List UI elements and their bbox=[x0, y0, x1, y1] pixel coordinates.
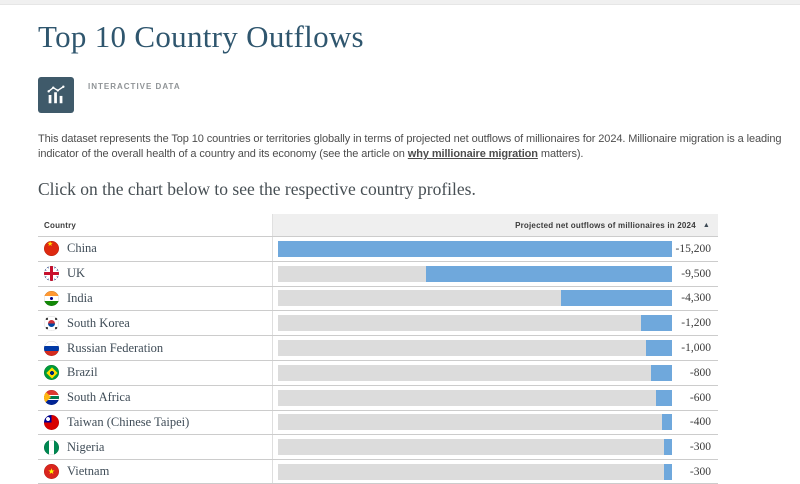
value-cell: -300 bbox=[272, 460, 718, 483]
country-row[interactable]: South Korea -1,200 bbox=[38, 310, 718, 336]
country-flag-icon bbox=[44, 266, 59, 282]
bar-value-label: -15,200 bbox=[675, 242, 711, 255]
country-row[interactable]: UK -9,500 bbox=[38, 260, 718, 286]
bar-track bbox=[278, 315, 672, 332]
page-top-strip bbox=[0, 0, 800, 5]
bar-track bbox=[278, 463, 672, 480]
country-label: Taiwan (Chinese Taipei) bbox=[67, 414, 190, 429]
page-title: Top 10 Country Outflows bbox=[38, 19, 364, 54]
value-cell: -1,200 bbox=[272, 311, 718, 336]
country-row[interactable]: South Africa -600 bbox=[38, 384, 718, 410]
country-label: India bbox=[67, 290, 93, 305]
value-cell: -400 bbox=[272, 410, 718, 435]
country-row[interactable]: Brazil -800 bbox=[38, 359, 718, 385]
bar-value-label: -1,000 bbox=[681, 342, 711, 355]
country-flag-icon bbox=[44, 414, 59, 430]
bar-value-label: -800 bbox=[689, 366, 711, 379]
chart-instruction-heading: Click on the chart below to see the resp… bbox=[38, 179, 476, 199]
country-flag-icon bbox=[44, 290, 59, 306]
badge-label: INTERACTIVE DATA bbox=[88, 82, 181, 91]
country-row[interactable]: India -4,300 bbox=[38, 285, 718, 311]
value-cell: -9,500 bbox=[272, 261, 718, 286]
country-row[interactable]: Nigeria -300 bbox=[38, 434, 718, 460]
table-body: China -15,200 UK -9,500 India bbox=[38, 236, 718, 484]
country-cell: China bbox=[38, 237, 272, 261]
outflow-chart-table: Country Projected net outflows of millio… bbox=[38, 214, 718, 484]
country-label: Russian Federation bbox=[67, 340, 164, 355]
country-cell: India bbox=[38, 287, 272, 311]
country-label: UK bbox=[67, 266, 86, 281]
country-cell: Russian Federation bbox=[38, 336, 272, 360]
bar-track bbox=[278, 240, 672, 257]
bar-fill bbox=[646, 340, 672, 357]
bar-fill bbox=[640, 315, 672, 332]
value-cell: -1,000 bbox=[272, 336, 718, 360]
bar-value-label: -9,500 bbox=[681, 267, 711, 280]
intro-paragraph: This dataset represents the Top 10 count… bbox=[38, 132, 792, 162]
country-row[interactable]: Taiwan (Chinese Taipei) -400 bbox=[38, 409, 718, 435]
value-cell: -300 bbox=[272, 435, 718, 460]
bar-fill bbox=[664, 439, 672, 456]
bar-fill bbox=[278, 240, 672, 257]
bar-track bbox=[278, 439, 672, 456]
bar-value-label: -1,200 bbox=[681, 317, 711, 330]
country-flag-icon bbox=[44, 315, 59, 331]
bar-fill bbox=[651, 364, 672, 381]
bar-value-label: -400 bbox=[689, 416, 711, 429]
bar-value-label: -4,300 bbox=[681, 292, 711, 305]
country-flag-icon bbox=[44, 365, 59, 381]
bar-track bbox=[278, 389, 672, 406]
value-cell: -800 bbox=[272, 360, 718, 385]
intro-text-before: This dataset represents the Top 10 count… bbox=[38, 133, 782, 160]
main-content: Top 10 Country Outflows INTERACTIVE DATA… bbox=[0, 18, 800, 484]
table-header-row: Country Projected net outflows of millio… bbox=[38, 214, 718, 236]
bar-fill bbox=[425, 265, 672, 282]
millionaire-migration-link[interactable]: why millionaire migration bbox=[407, 148, 538, 160]
value-cell: -4,300 bbox=[272, 286, 718, 311]
country-flag-icon bbox=[44, 464, 59, 480]
bar-value-label: -600 bbox=[689, 391, 711, 404]
country-label: South Africa bbox=[67, 390, 131, 405]
column-header-country: Country bbox=[44, 220, 77, 230]
country-flag-icon bbox=[44, 439, 59, 455]
bar-chart-icon bbox=[38, 77, 74, 113]
country-cell: South Africa bbox=[38, 386, 272, 410]
bar-fill bbox=[661, 414, 672, 431]
bar-track bbox=[278, 265, 672, 282]
bar-value-label: -300 bbox=[689, 441, 711, 454]
country-cell: Taiwan (Chinese Taipei) bbox=[38, 411, 272, 435]
value-cell: -600 bbox=[272, 385, 718, 410]
bar-fill bbox=[656, 389, 672, 406]
country-flag-icon bbox=[44, 340, 59, 356]
interactive-data-badge: INTERACTIVE DATA bbox=[38, 77, 762, 113]
intro-text-after: matters). bbox=[537, 148, 584, 160]
bar-value-label: -300 bbox=[689, 465, 711, 478]
country-flag-icon bbox=[44, 390, 59, 406]
bar-fill bbox=[560, 290, 672, 307]
bar-track bbox=[278, 340, 672, 357]
sort-ascending-icon: ▲ bbox=[702, 221, 710, 229]
value-column-label: Projected net outflows of millionaires i… bbox=[515, 220, 696, 230]
country-row[interactable]: Russian Federation -1,000 bbox=[38, 335, 718, 360]
country-flag-icon bbox=[44, 241, 59, 257]
country-label: Brazil bbox=[67, 365, 98, 380]
country-cell: Vietnam bbox=[38, 460, 272, 483]
bar-fill bbox=[664, 463, 672, 480]
bar-track bbox=[278, 364, 672, 381]
value-cell: -15,200 bbox=[272, 237, 718, 261]
column-header-value[interactable]: Projected net outflows of millionaires i… bbox=[272, 214, 718, 236]
country-label: South Korea bbox=[67, 315, 130, 330]
bar-track bbox=[278, 414, 672, 431]
country-row[interactable]: Vietnam -300 bbox=[38, 459, 718, 484]
country-cell: UK bbox=[38, 262, 272, 286]
country-cell: Brazil bbox=[38, 361, 272, 385]
country-label: Vietnam bbox=[67, 464, 110, 479]
bar-track bbox=[278, 290, 672, 307]
country-label: China bbox=[67, 241, 97, 256]
country-label: Nigeria bbox=[67, 439, 105, 454]
country-row[interactable]: China -15,200 bbox=[38, 236, 718, 261]
country-cell: South Korea bbox=[38, 311, 272, 335]
country-cell: Nigeria bbox=[38, 435, 272, 459]
